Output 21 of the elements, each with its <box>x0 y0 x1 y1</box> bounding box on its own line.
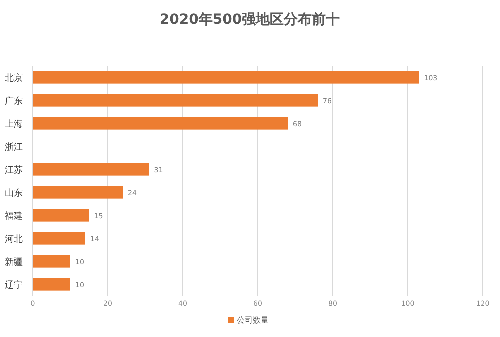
bar <box>33 117 288 130</box>
y-tick-label: 河北 <box>5 234 23 245</box>
y-tick-label: 新疆 <box>5 257 23 268</box>
y-tick-label: 广东 <box>5 96 23 107</box>
bar <box>33 71 420 84</box>
y-tick-label: 上海 <box>5 119 23 130</box>
y-tick-label: 福建 <box>5 211 23 222</box>
bar <box>33 232 86 245</box>
y-tick-label: 北京 <box>5 73 23 84</box>
y-tick-label: 山东 <box>5 188 23 199</box>
bar <box>33 255 70 268</box>
chart-title: 2020年500强地区分布前十 <box>160 12 340 28</box>
legend-label: 公司数量 <box>237 316 269 325</box>
bar <box>33 209 90 222</box>
y-tick-label: 江苏 <box>5 165 23 176</box>
bar <box>33 94 318 107</box>
y-tick-label: 浙江 <box>5 142 23 153</box>
y-tick-label: 辽宁 <box>5 280 23 291</box>
bar <box>33 186 123 199</box>
bar <box>33 278 70 291</box>
bar <box>33 163 150 176</box>
